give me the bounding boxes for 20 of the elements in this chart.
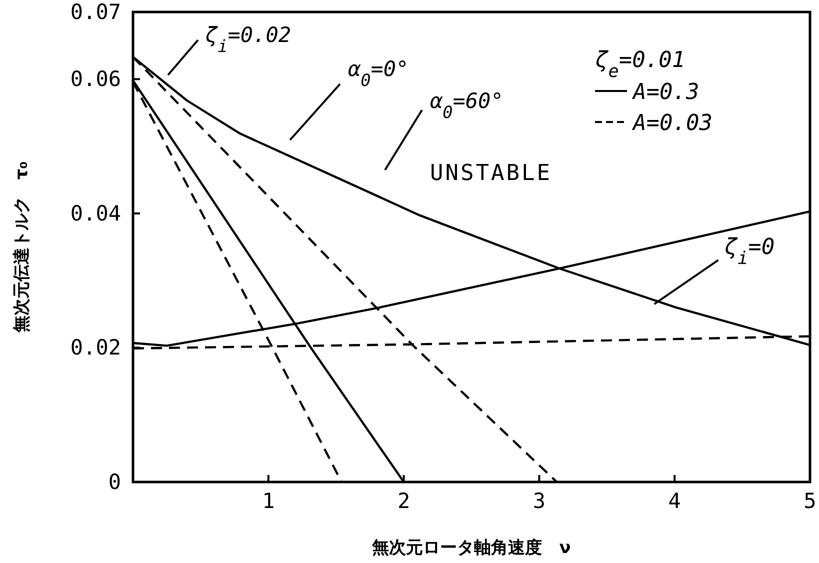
- y-tick-label: 0.06: [70, 67, 121, 92]
- legend-title: ζ$_{e}$=0.01: [595, 48, 686, 82]
- x-tick-label: 4: [668, 489, 681, 513]
- x-tick-label: 5: [804, 489, 816, 513]
- y-tick-label: 0.04: [70, 201, 121, 226]
- legend-label: A=0.03: [631, 111, 712, 136]
- y-tick-label: 0.02: [70, 336, 121, 360]
- legend-label: A=0.3: [631, 80, 700, 105]
- x-tick-label: 3: [532, 489, 546, 513]
- annotation: ζ$_{i}$=0.02: [205, 23, 291, 56]
- x-axis-title: 無次元ロータ軸角速度 ν: [371, 538, 571, 558]
- y-tick-label: 0.07: [70, 0, 121, 24]
- annotation: α$_{0}$=60°: [430, 89, 504, 122]
- y-axis-title: 無次元伝達トルク τ₀: [12, 161, 32, 334]
- y-tick-label: 0: [108, 470, 121, 494]
- annotation: α$_{0}$=0°: [348, 57, 409, 90]
- annotation: UNSTABLE: [430, 161, 552, 186]
- x-tick-label: 1: [262, 489, 275, 513]
- x-tick-label: 2: [397, 489, 410, 513]
- annotation: ζ$_{i}$=0: [724, 235, 775, 270]
